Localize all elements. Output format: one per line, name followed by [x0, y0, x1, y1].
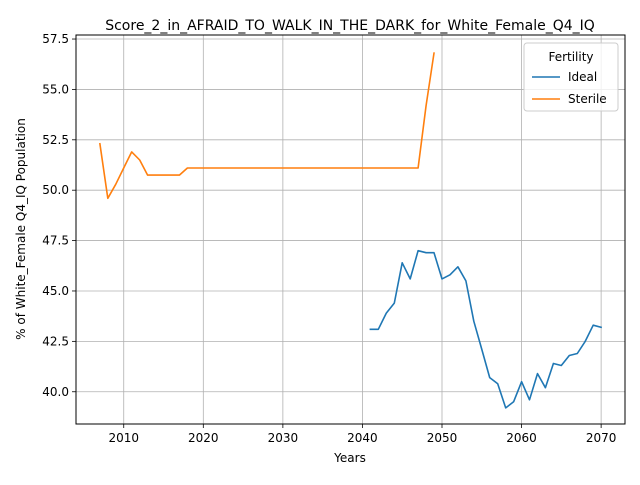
x-tick-label: 2050 [427, 431, 458, 445]
legend-box [523, 42, 619, 112]
x-tick-label: 2040 [347, 431, 378, 445]
x-tick-label: 2030 [268, 431, 299, 445]
y-tick-label: 45.0 [42, 284, 69, 298]
legend: Fertility Ideal Sterile [523, 42, 619, 112]
series-lines [98, 52, 603, 409]
y-tick-label: 42.5 [42, 334, 69, 348]
y-tick-label: 55.0 [42, 82, 69, 96]
y-axis-ticks: 40.0 42.5 45.0 47.5 50.0 52.5 55.0 57.5 [42, 32, 76, 399]
x-axis-label: Years [333, 451, 366, 465]
plot-frame [75, 34, 626, 425]
y-tick-label: 52.5 [42, 133, 69, 147]
series-line-sterile [98, 52, 435, 200]
series-line-ideal [369, 249, 603, 409]
x-tick-label: 2010 [108, 431, 139, 445]
y-axis-label: % of White_Female Q4_IQ Population [14, 118, 28, 340]
chart-title: Score_2_in_AFRAID_TO_WALK_IN_THE_DARK_fo… [105, 18, 595, 34]
legend-label-sterile: Sterile [568, 92, 607, 106]
y-tick-label: 40.0 [42, 385, 69, 399]
x-tick-label: 2070 [586, 431, 617, 445]
x-tick-label: 2020 [188, 431, 219, 445]
y-tick-label: 57.5 [42, 32, 69, 46]
legend-title: Fertility [548, 50, 593, 64]
x-tick-label: 2060 [506, 431, 537, 445]
grid-lines [76, 35, 625, 424]
legend-label-ideal: Ideal [568, 70, 597, 84]
x-axis-ticks: 2010 2020 2030 2040 2050 2060 2070 [108, 424, 616, 445]
y-tick-label: 50.0 [42, 183, 69, 197]
y-tick-label: 47.5 [42, 234, 69, 248]
